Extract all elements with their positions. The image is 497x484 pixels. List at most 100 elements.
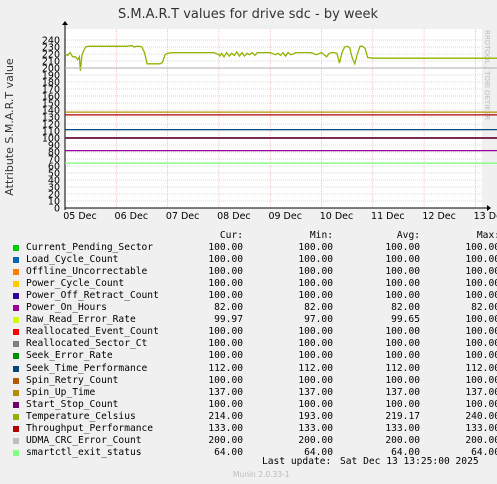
x-tick-label: 13 Dec bbox=[474, 211, 497, 222]
y-tick-label: 200 bbox=[42, 64, 60, 75]
y-tick-label: 140 bbox=[42, 106, 60, 117]
y-tick-label: 130 bbox=[42, 113, 60, 124]
legend-cur: 100.00 bbox=[208, 338, 243, 350]
legend-series-name: Load_Cycle_Count bbox=[26, 254, 119, 266]
x-axis-arrow bbox=[487, 205, 491, 211]
legend-cur: 112.00 bbox=[208, 362, 243, 374]
legend-row: Current_Pending_Sector 100.00 100.00 100.00… bbox=[13, 242, 497, 254]
legend-header: Cur: Min: Avg: Max: bbox=[13, 230, 497, 242]
legend-row: Temperature_Celsius 214.00 193.00 219.17 240… bbox=[13, 410, 497, 423]
x-tick-label: 05 Dec bbox=[63, 211, 97, 222]
legend-max: 112.00 bbox=[465, 362, 497, 374]
legend-swatch bbox=[13, 317, 19, 324]
legend-cur: 100.00 bbox=[208, 398, 243, 410]
legend-swatch bbox=[13, 269, 19, 276]
smart-chart: S.M.A.R.T values for drive sdc - by week… bbox=[3, 7, 497, 222]
y-tick-label: 240 bbox=[42, 36, 60, 47]
legend-cur: 133.00 bbox=[208, 422, 243, 434]
legend-min: 137.00 bbox=[298, 386, 333, 398]
y-tick-label: 150 bbox=[42, 99, 60, 110]
legend-cur: 99.97 bbox=[214, 314, 243, 326]
legend-swatch bbox=[13, 281, 19, 288]
legend-min: 100.00 bbox=[298, 398, 333, 410]
legend-max: 100.00 bbox=[465, 278, 497, 290]
legend-series-name: Current_Pending_Sector bbox=[26, 242, 154, 254]
legend-avg: 100.00 bbox=[385, 254, 420, 266]
munin-version: Munin 2.0.33-1 bbox=[233, 470, 290, 479]
y-tick-label: 110 bbox=[42, 127, 60, 138]
y-tick-label: 180 bbox=[42, 78, 60, 89]
legend-max: 137.00 bbox=[465, 386, 497, 398]
legend-series-name: smartctl_exit_status bbox=[26, 446, 142, 458]
legend-cur: 64.00 bbox=[214, 446, 243, 458]
y-tick-label: 60 bbox=[48, 162, 60, 173]
legend-row: Start_Stop_Count 100.00 100.00 100.00 100.00 bbox=[13, 398, 497, 411]
legend-max: 64.00 bbox=[471, 446, 497, 458]
legend-avg: 100.00 bbox=[385, 242, 420, 254]
legend-row: Power_On_Hours 82.00 82.00 82.00 82.00 bbox=[13, 302, 497, 314]
y-tick-label: 0 bbox=[54, 204, 60, 215]
y-tick-label: 100 bbox=[42, 134, 60, 145]
plot-area bbox=[65, 29, 482, 208]
legend-row: Power_Cycle_Count 100.00 100.00 100.00 100.0… bbox=[13, 278, 497, 290]
legend-swatch bbox=[13, 293, 19, 300]
x-tick-label: 09 Dec bbox=[268, 211, 302, 222]
legend-swatch bbox=[13, 413, 19, 420]
x-tick-label: 06 Dec bbox=[115, 211, 149, 222]
y-axis-arrow bbox=[62, 21, 68, 25]
y-tick-label: 50 bbox=[48, 169, 60, 180]
legend-row: Load_Cycle_Count 100.00 100.00 100.00 100.00 bbox=[13, 254, 497, 266]
legend-max: 100.00 bbox=[465, 290, 497, 302]
legend-avg: 112.00 bbox=[385, 362, 420, 374]
legend-min: 64.00 bbox=[304, 446, 333, 458]
legend-avg: 200.00 bbox=[385, 434, 420, 446]
header-avg: Avg: bbox=[396, 230, 420, 241]
legend-cur: 100.00 bbox=[208, 350, 243, 362]
legend-min: 100.00 bbox=[298, 290, 333, 302]
legend-avg: 133.00 bbox=[385, 422, 420, 434]
legend-series-name: Raw_Read_Error_Rate bbox=[26, 314, 136, 326]
y-tick-label: 170 bbox=[42, 85, 60, 96]
y-tick-label: 190 bbox=[42, 71, 60, 82]
legend-series-name: Power_Cycle_Count bbox=[26, 278, 125, 290]
legend-min: 100.00 bbox=[298, 266, 333, 278]
legend-series-name: Seek_Time_Performance bbox=[26, 362, 148, 374]
legend-cur: 214.00 bbox=[208, 410, 243, 422]
legend-swatch bbox=[13, 353, 19, 360]
rrdtool-credit: RRDTOOL / TOBI OETIKER bbox=[483, 30, 491, 120]
legend-min: 100.00 bbox=[298, 242, 333, 254]
legend-min: 193.00 bbox=[298, 410, 333, 422]
legend-swatch bbox=[13, 425, 19, 432]
x-tick-label: 12 Dec bbox=[422, 211, 456, 222]
legend-row: Seek_Error_Rate 100.00 100.00 100.00 100.00 bbox=[13, 350, 497, 362]
legend-row: Spin_Up_Time 137.00 137.00 137.00 137.00 bbox=[13, 386, 497, 399]
y-tick-label: 70 bbox=[48, 155, 60, 166]
legend-row: Throughput_Performance 133.00 133.00 133.00… bbox=[13, 422, 497, 435]
y-tick-label: 220 bbox=[42, 50, 60, 61]
legend-min: 100.00 bbox=[298, 350, 333, 362]
legend-max: 200.00 bbox=[465, 434, 497, 446]
y-tick-label: 30 bbox=[48, 183, 60, 194]
y-tick-label: 230 bbox=[42, 43, 60, 54]
series-line-temperature-celsius bbox=[64, 44, 497, 71]
legend-swatch bbox=[13, 449, 19, 456]
legend-series-name: Throughput_Performance bbox=[26, 422, 154, 434]
legend-avg: 100.00 bbox=[385, 266, 420, 278]
x-tick-label: 11 Dec bbox=[371, 211, 405, 222]
legend-series-name: Reallocated_Event_Count bbox=[26, 326, 159, 338]
legend-max: 100.00 bbox=[465, 254, 497, 266]
legend-cur: 100.00 bbox=[208, 374, 243, 386]
legend-avg: 82.00 bbox=[391, 302, 420, 314]
legend-avg: 137.00 bbox=[385, 386, 420, 398]
legend-swatch bbox=[13, 377, 19, 384]
legend-min: 100.00 bbox=[298, 338, 333, 350]
legend-max: 100.00 bbox=[465, 242, 497, 254]
legend-row: smartctl_exit_status 64.00 64.00 64.00 64.00 bbox=[13, 446, 497, 459]
legend-swatch bbox=[13, 305, 19, 312]
legend-cur: 100.00 bbox=[208, 290, 243, 302]
y-tick-label: 160 bbox=[42, 92, 60, 103]
legend-max: 100.00 bbox=[465, 326, 497, 338]
legend-max: 100.00 bbox=[465, 398, 497, 410]
y-tick-label: 210 bbox=[42, 57, 60, 68]
x-tick-label: 08 Dec bbox=[217, 211, 251, 222]
